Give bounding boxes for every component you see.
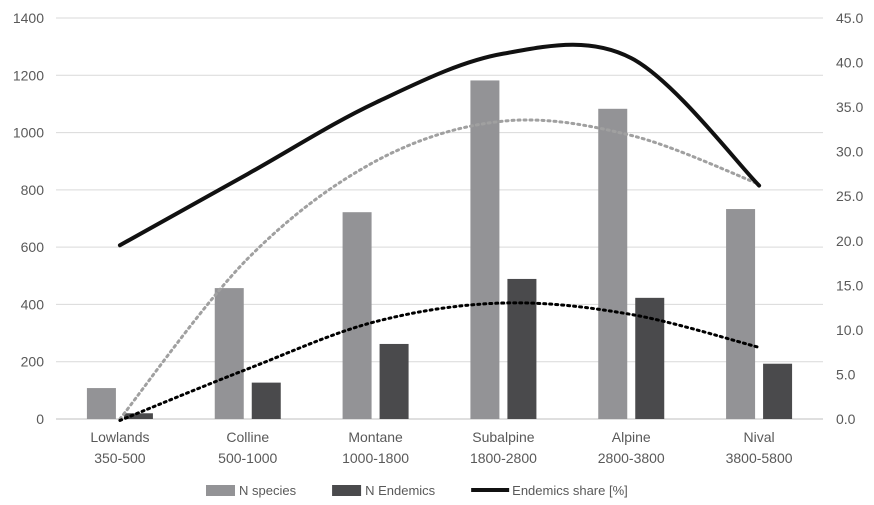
x-category-label: 3800-5800 [726,450,793,466]
left-axis: 0 200 400 600 800 1000 1200 1400 [13,10,44,427]
bar [726,209,756,419]
legend-label: N species [239,483,297,498]
bar [214,288,244,419]
y-right-tick-label: 30.0 [836,144,863,160]
x-category-label: Alpine [612,429,651,445]
bar [251,382,281,419]
x-category-label: 1800-2800 [470,450,537,466]
y-left-tick-label: 1400 [13,10,44,26]
trendline [118,118,761,421]
x-category-label: Subalpine [472,429,534,445]
x-category-label: 2800-3800 [598,450,665,466]
x-category-label: Nival [744,429,775,445]
gridlines [56,17,823,420]
right-axis: 0.0 5.0 10.0 15.0 20.0 25.0 30.0 35.0 40.0 45.0 [836,10,863,427]
y-right-tick-label: 5.0 [836,366,856,382]
y-right-tick-label: 45.0 [836,10,863,26]
x-category-label: 350-500 [94,450,146,466]
y-left-tick-label: 1000 [13,125,44,141]
bar [598,108,628,420]
x-category-label: 1000-1800 [342,450,409,466]
x-category-label: 500-1000 [218,450,277,466]
legend-swatch [206,485,235,496]
bar [763,363,793,419]
bar [342,212,372,419]
bar [379,343,409,419]
legend-label: N Endemics [365,483,436,498]
trendlines [118,118,761,422]
y-left-tick-label: 200 [21,354,45,370]
x-category-label: Lowlands [90,429,149,445]
legend: N species N Endemics Endemics share [%] [206,483,628,498]
lines [117,42,762,248]
y-right-tick-label: 15.0 [836,277,863,293]
y-right-tick-label: 25.0 [836,188,863,204]
y-left-tick-label: 800 [21,182,45,198]
y-left-tick-label: 1200 [13,67,44,83]
bar [470,80,500,419]
bar [123,413,153,419]
legend-swatch [332,485,362,496]
y-right-tick-label: 10.0 [836,322,863,338]
bars [86,80,793,420]
bar [507,278,537,419]
series-line [117,42,762,248]
y-right-tick-label: 20.0 [836,233,863,249]
y-left-tick-label: 0 [36,411,44,427]
y-right-tick-label: 0.0 [836,411,856,427]
x-category-label: Montane [348,429,403,445]
bar [86,388,116,419]
y-right-tick-label: 35.0 [836,99,863,115]
legend-label: Endemics share [%] [512,483,628,498]
y-left-tick-label: 600 [21,239,45,255]
y-right-tick-label: 40.0 [836,55,863,71]
x-axis: Lowlands 350-500 Colline 500-1000 Montane 100… [90,429,792,466]
x-category-label: Colline [226,429,269,445]
y-left-tick-label: 400 [21,296,45,312]
trendline [118,301,761,422]
